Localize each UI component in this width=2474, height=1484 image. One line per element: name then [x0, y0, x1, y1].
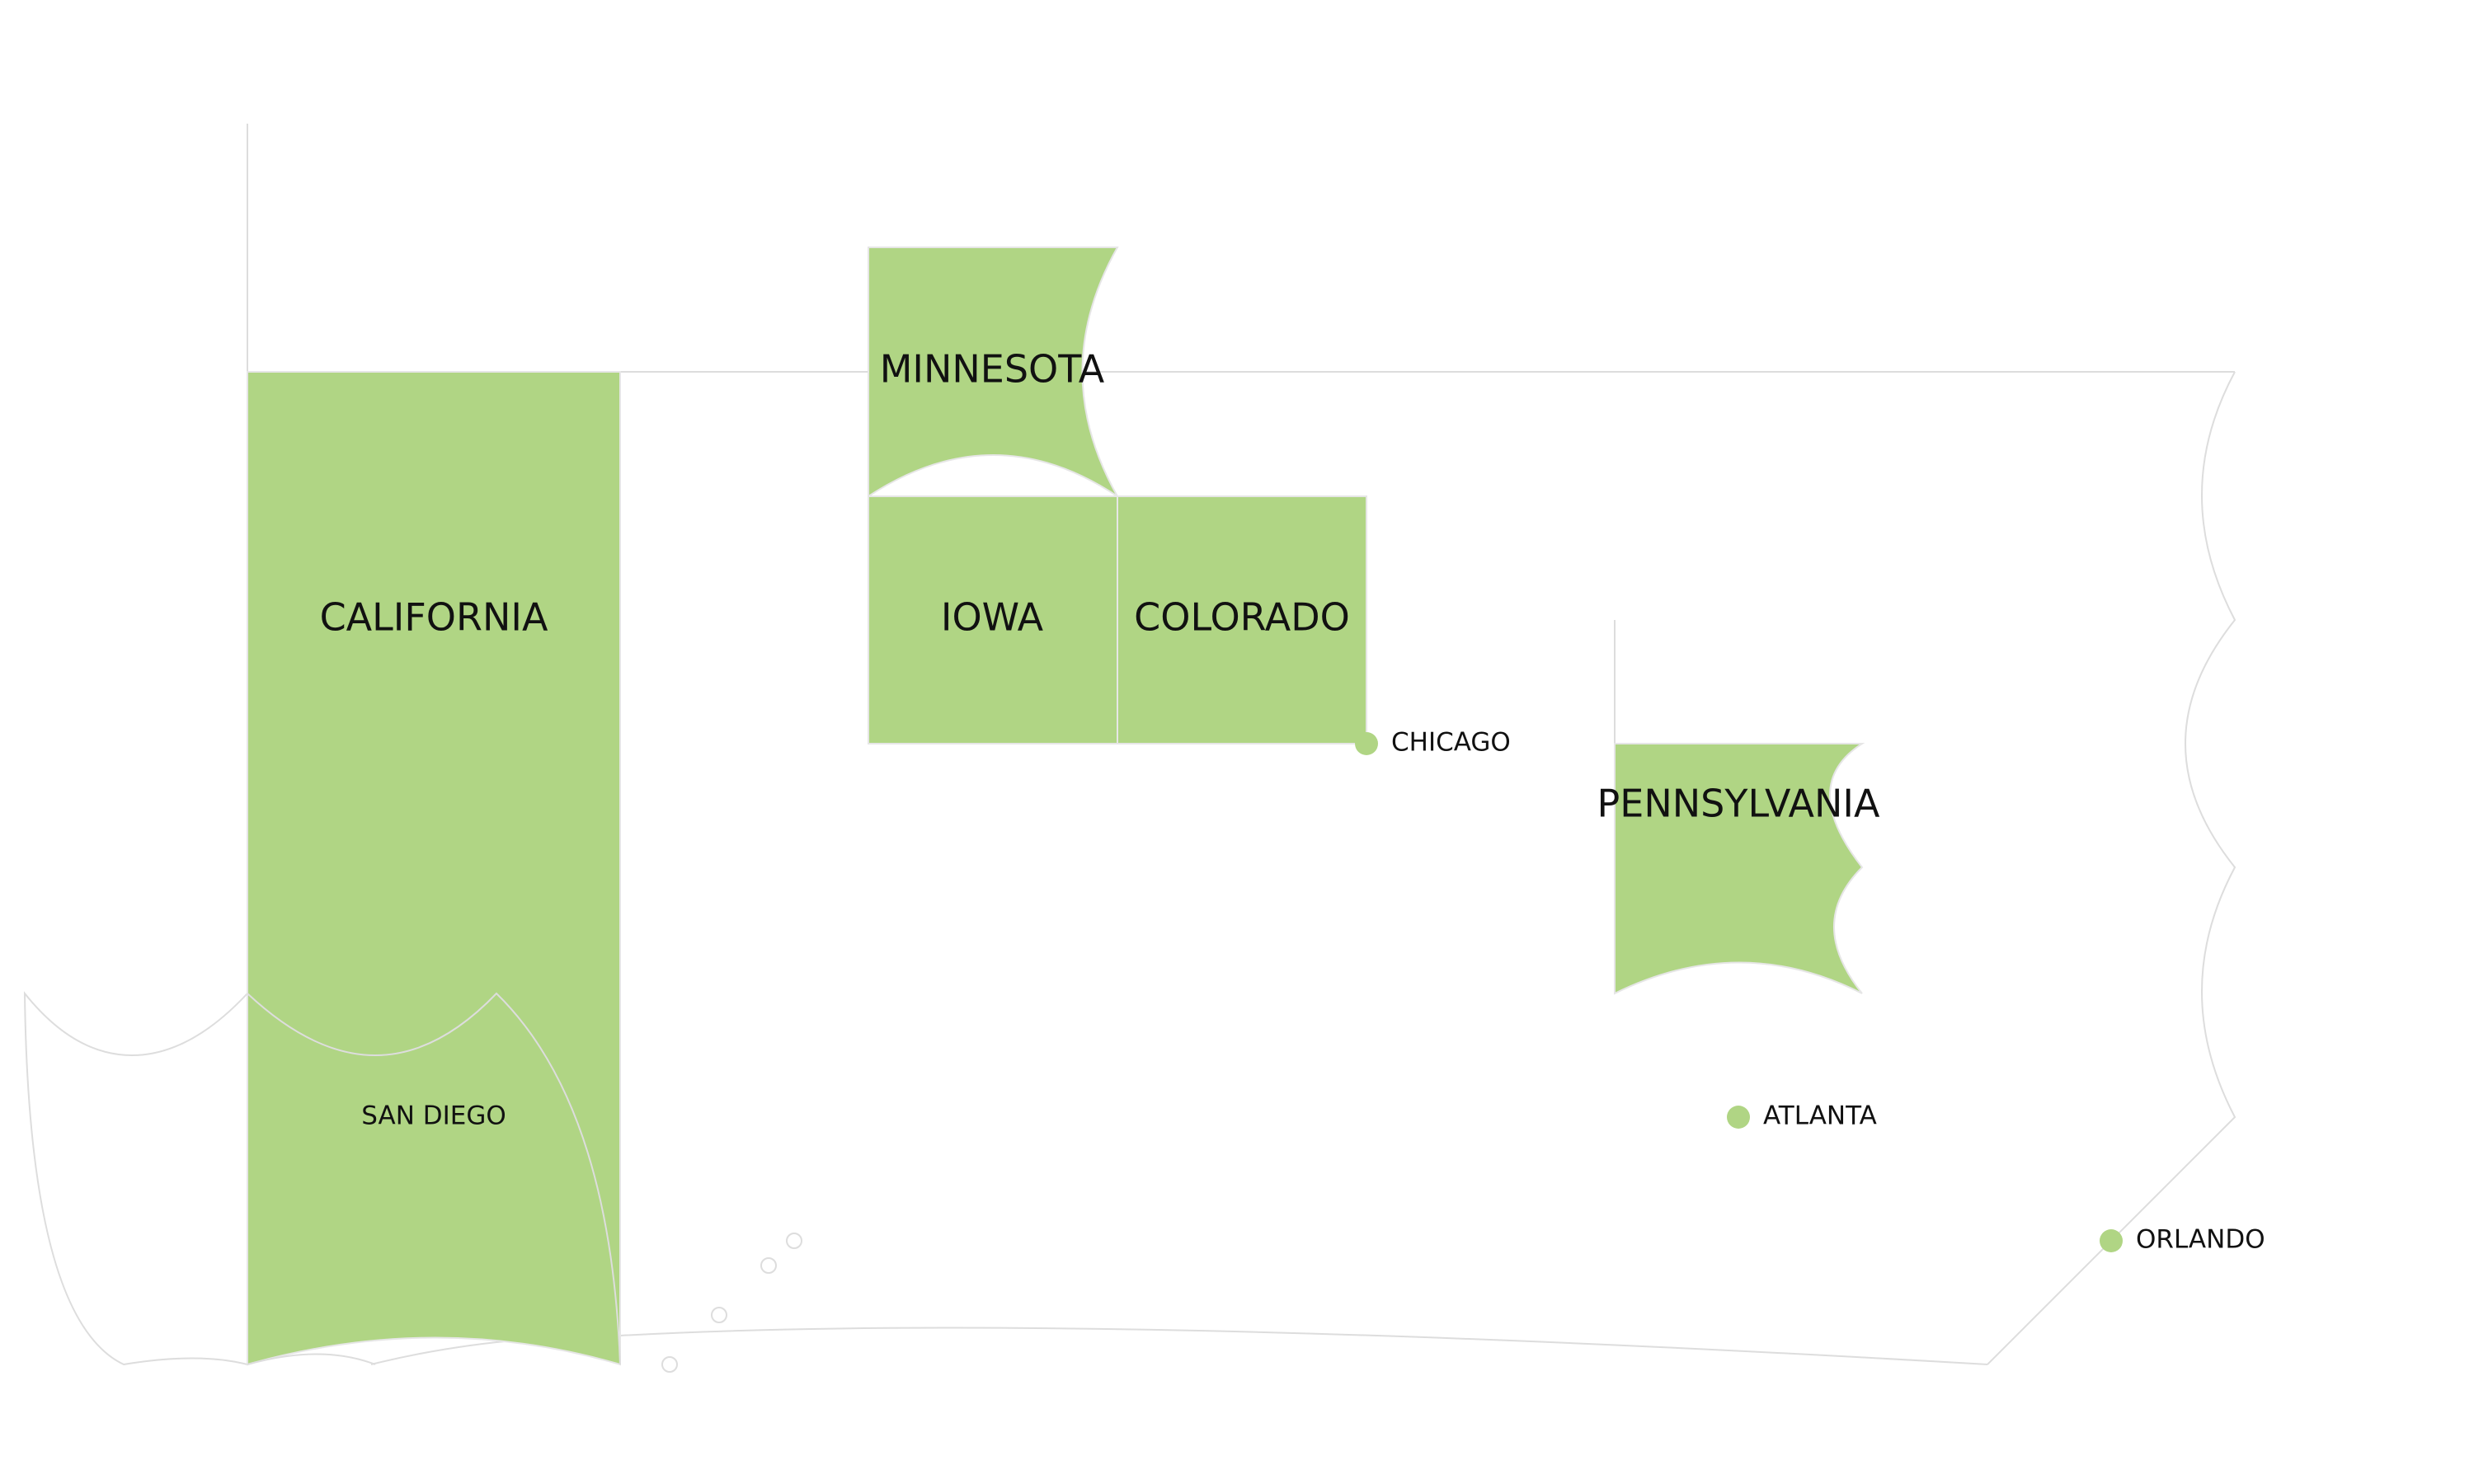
label-colorado: COLORADO: [1134, 595, 1350, 640]
island-marker: [786, 1233, 802, 1249]
region-labels: CALIFORNIA MINNESOTA IOWA COLORADO PENNS…: [320, 347, 1880, 1131]
region-seams: [247, 992, 621, 1365]
gulf-coast-outline: [370, 1327, 1988, 1365]
san-diego-bottom-seam: [247, 1353, 376, 1365]
city-markers: CHICAGO ATLANTA ORLANDO: [1355, 728, 2265, 1255]
label-iowa: IOWA: [941, 595, 1044, 640]
region-pennsylvania[interactable]: [1614, 743, 1865, 995]
label-pennsylvania: PENNSYLVANIA: [1597, 782, 1880, 826]
east-coast-outline: [1987, 371, 2236, 1365]
baja-outline: [23, 991, 248, 1366]
region-iowa[interactable]: [868, 495, 1118, 744]
island-marker: [661, 1356, 678, 1373]
island-marker: [760, 1257, 777, 1274]
city-marker-chicago[interactable]: [1355, 732, 1378, 755]
highlighted-regions: [247, 247, 1865, 1366]
city-marker-atlanta[interactable]: [1727, 1106, 1750, 1129]
san-diego-seam: [247, 992, 621, 1365]
city-label-orlando: ORLANDO: [2136, 1225, 2265, 1255]
island-marker: [711, 1307, 727, 1323]
label-minnesota: MINNESOTA: [880, 347, 1105, 392]
region-california[interactable]: [247, 371, 621, 1366]
label-california: CALIFORNIA: [320, 595, 548, 640]
city-label-atlanta: ATLANTA: [1763, 1101, 1877, 1131]
region-colorado[interactable]: [1117, 495, 1367, 744]
city-marker-orlando[interactable]: [2100, 1229, 2123, 1252]
label-san-diego: SAN DIEGO: [361, 1101, 506, 1131]
city-label-chicago: CHICAGO: [1391, 728, 1511, 758]
gulf-islands: [661, 1233, 802, 1373]
